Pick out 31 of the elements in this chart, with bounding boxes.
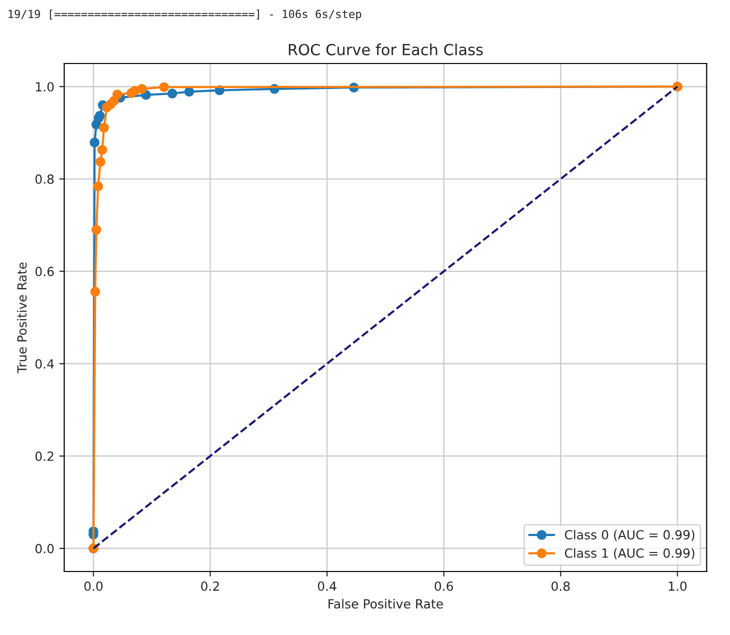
point <box>96 157 106 167</box>
x-tick-label: 0.6 <box>434 581 453 591</box>
x-tick-label: 0.8 <box>552 581 570 591</box>
point <box>93 181 103 192</box>
point <box>90 286 100 296</box>
y-axis-title: True Positive Rate <box>16 262 27 374</box>
x-tick-label: 1.0 <box>668 581 687 591</box>
point <box>92 224 102 235</box>
y-tick-label: 0.2 <box>35 452 54 461</box>
point <box>137 84 147 94</box>
point <box>97 145 108 155</box>
y-tick-label: 0.0 <box>35 544 54 554</box>
x-axis-title: False Positive Rate <box>328 598 443 609</box>
x-tick-label: 0.2 <box>201 581 219 591</box>
text: 19/19 [==============================] - 106s 6s/step <box>8 10 362 20</box>
y-tick-label: 1.0 <box>36 82 54 92</box>
x-tick-label: 0.4 <box>318 581 336 591</box>
point <box>184 86 194 97</box>
y-tick-label: 0.8 <box>35 174 54 184</box>
point <box>99 122 109 133</box>
legend-label: Class 1 (AUC = 0.99) <box>564 548 694 560</box>
legend-label: Class 0 (AUC = 0.99) <box>564 530 694 541</box>
point <box>167 88 178 98</box>
point <box>95 110 105 121</box>
point <box>112 90 122 100</box>
x-tick-label: 0.0 <box>84 581 103 591</box>
point <box>90 138 100 148</box>
chart-title: ROC Curve for Each Class <box>288 44 483 56</box>
point <box>159 82 169 92</box>
y-tick-label: 0.6 <box>35 266 54 276</box>
y-tick-label: 0.4 <box>35 359 54 369</box>
